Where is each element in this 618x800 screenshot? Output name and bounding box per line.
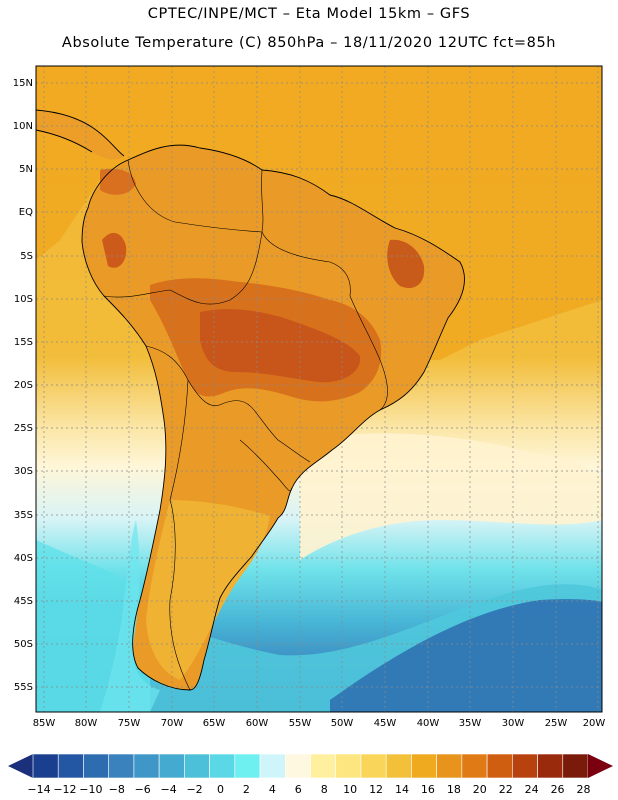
- coldest-ocean: [330, 599, 602, 712]
- coastlines: [35, 109, 465, 691]
- temperature-field: [36, 66, 602, 712]
- lat-label: 10S: [14, 294, 33, 305]
- colorbar-swatch: [284, 753, 311, 779]
- lat-label: 20S: [14, 380, 33, 391]
- lon-label: 55W: [289, 718, 312, 729]
- longitude-axis: 85W 80W 75W 70W 65W 60W 55W 50W 45W 40W …: [33, 718, 606, 729]
- colorbar-swatch: [537, 753, 564, 779]
- colorbar-label: −10: [79, 783, 102, 796]
- colorbar-swatch: [562, 753, 589, 779]
- lon-label: 65W: [203, 718, 226, 729]
- colorbar-label: −8: [109, 783, 125, 796]
- lon-label: 40W: [417, 718, 440, 729]
- lon-label: 30W: [502, 718, 525, 729]
- lat-label: 15S: [14, 337, 33, 348]
- colorbar-swatch: [436, 753, 463, 779]
- colorbar-label: −2: [186, 783, 202, 796]
- colorbar: −14 −12 −10 −8 −6 −4 −2 0 2 4 6 8 10 12 14 16 18 20 22 24 26…: [8, 753, 613, 796]
- lat-label: 55S: [14, 682, 33, 693]
- lat-label: 25S: [14, 423, 33, 434]
- colorbar-swatches: [32, 753, 589, 779]
- graticule: [36, 66, 602, 712]
- colorbar-label: −14: [27, 783, 50, 796]
- colorbar-label: 22: [499, 783, 513, 796]
- colorbar-swatch: [234, 753, 261, 779]
- lon-label: 25W: [545, 718, 568, 729]
- lat-label: 15N: [13, 78, 33, 89]
- hot-spot-andes-north: [102, 232, 127, 268]
- country-borders: [103, 159, 388, 691]
- patagonia-field: [146, 500, 270, 680]
- colorbar-swatch: [158, 753, 185, 779]
- colorbar-low-arrow: [8, 754, 33, 778]
- colorbar-label: 16: [421, 783, 435, 796]
- colorbar-swatch: [133, 753, 160, 779]
- colorbar-swatch: [57, 753, 84, 779]
- lon-label: 20W: [583, 718, 606, 729]
- colorbar-swatch: [108, 753, 135, 779]
- lon-label: 75W: [118, 718, 141, 729]
- colorbar-label: 6: [295, 783, 302, 796]
- lon-label: 60W: [246, 718, 269, 729]
- colorbar-high-arrow: [588, 754, 613, 778]
- lat-label: 5N: [19, 164, 33, 175]
- colorbar-label: 18: [447, 783, 461, 796]
- colorbar-label: 8: [321, 783, 328, 796]
- colorbar-swatch: [486, 753, 513, 779]
- central-america-field: [36, 110, 124, 160]
- colorbar-swatch: [411, 753, 437, 779]
- hottest-core: [200, 309, 361, 383]
- lat-label: 45S: [14, 596, 33, 607]
- map-frame: [35, 65, 603, 713]
- colorbar-label: 20: [473, 783, 487, 796]
- colorbar-label: −4: [161, 783, 177, 796]
- lon-label: 80W: [75, 718, 98, 729]
- colorbar-swatch: [310, 753, 337, 779]
- map-title-line-1: CPTEC/INPE/MCT – Eta Model 15km – GFS: [147, 6, 471, 22]
- latitude-axis: 15N 10N 5N EQ 5S 10S 15S 20S 25S 30S 35S…: [13, 78, 33, 693]
- colorbar-label: 26: [551, 783, 565, 796]
- hot-spot-caribbean-coast: [100, 168, 136, 195]
- colorbar-swatch: [360, 753, 387, 779]
- colorbar-label: −12: [53, 783, 76, 796]
- colorbar-swatch: [259, 753, 286, 779]
- hot-spot-northeast: [387, 239, 425, 288]
- lat-label: 40S: [14, 553, 33, 564]
- lon-label: 35W: [459, 718, 482, 729]
- colorbar-label: 28: [577, 783, 591, 796]
- colorbar-swatch: [335, 753, 362, 779]
- colorbar-swatch: [461, 753, 488, 779]
- colorbar-labels: −14 −12 −10 −8 −6 −4 −2 0 2 4 6 8 10 12 14 16 18 20 22 24 26…: [27, 783, 590, 796]
- lon-label: 70W: [161, 718, 184, 729]
- colorbar-swatch: [184, 753, 210, 779]
- lat-label: 5S: [20, 251, 33, 262]
- lon-label: 50W: [331, 718, 354, 729]
- colorbar-label: 4: [269, 783, 276, 796]
- colorbar-label: 10: [343, 783, 357, 796]
- colorbar-label: 14: [395, 783, 409, 796]
- colorbar-label: −6: [135, 783, 151, 796]
- colorbar-swatch: [83, 753, 109, 779]
- colorbar-label: 0: [217, 783, 224, 796]
- lat-label: 30S: [14, 466, 33, 477]
- lat-label: 35S: [14, 510, 33, 521]
- chile-coast-cold: [100, 520, 160, 712]
- lat-label: 50S: [14, 639, 33, 650]
- lon-label: 45W: [374, 718, 397, 729]
- mild-band: [300, 433, 602, 560]
- colorbar-label: 12: [369, 783, 383, 796]
- colorbar-label: 2: [243, 783, 250, 796]
- colorbar-swatch: [512, 753, 538, 779]
- colorbar-label: 24: [525, 783, 539, 796]
- lon-label: 85W: [33, 718, 56, 729]
- colorbar-swatch: [209, 753, 236, 779]
- map-title-line-2: Absolute Temperature (C) 850hPa – 18/11/…: [61, 35, 557, 51]
- lat-label: EQ: [19, 207, 33, 218]
- lat-label: 10N: [13, 121, 33, 132]
- colorbar-swatch: [32, 753, 59, 779]
- colorbar-swatch: [385, 753, 412, 779]
